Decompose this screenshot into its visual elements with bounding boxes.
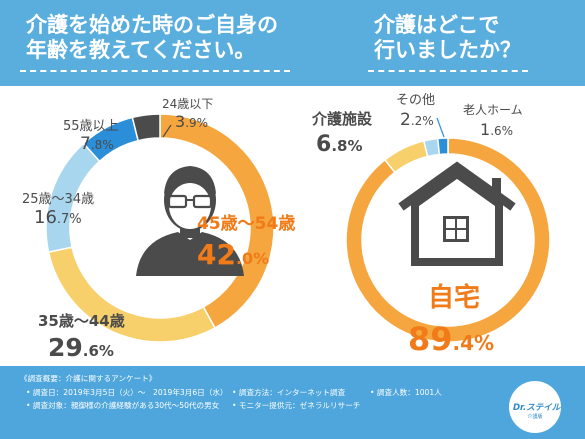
- leader-line-rojin: [436, 117, 445, 138]
- label-24-under: 24歳以下: [162, 97, 213, 111]
- location-donut-chart: [345, 137, 551, 343]
- value-rojin: 1.6%: [480, 120, 513, 139]
- survey-footer: 《調査概要：介護に関するアンケート》 • 調査日：2019年3月5日（火）〜 2…: [0, 366, 585, 439]
- logo-subtext: 介護版: [527, 414, 543, 420]
- value-45-54: 42.0%: [197, 238, 269, 271]
- label-35-44: 35歳〜44歳: [38, 312, 125, 330]
- location-slice-1: [383, 139, 429, 174]
- q2-title-underline: [368, 70, 528, 72]
- age-slice-4: [131, 113, 161, 142]
- survey-method: • 調査方法：インターネット調査: [232, 388, 346, 397]
- person-icon: [136, 166, 244, 276]
- age-donut-chart: [45, 113, 275, 343]
- value-55-over: 7.8%: [80, 134, 114, 154]
- label-jitaku: 自宅: [428, 282, 480, 313]
- logo-text: Dr.ステイル: [513, 403, 561, 413]
- label-sonota: その他: [396, 93, 435, 108]
- q1-title-underline: [20, 70, 290, 72]
- survey-title: 《調査概要：介護に関するアンケート》: [20, 374, 157, 383]
- survey-provider: • モニター提供元：ゼネラルリサーチ: [232, 401, 361, 410]
- value-shisetsu: 6.8%: [316, 132, 362, 157]
- value-jitaku: 89.4%: [408, 320, 494, 358]
- survey-date: • 調査日：2019年3月5日（火）〜 2019年3月6日（水）: [26, 388, 228, 397]
- label-45-54: 45歳〜54歳: [197, 213, 295, 234]
- label-rojin: 老人ホーム: [463, 103, 523, 117]
- q2-title: 介護はどこで 行いましたか？: [374, 13, 521, 62]
- value-sonota: 2.2%: [400, 110, 434, 130]
- label-55-over: 55歳以上: [63, 119, 119, 134]
- q1-title: 介護を始めた時のご自身の 年齢を教えてください。: [26, 13, 278, 62]
- location-slice-3: [436, 137, 449, 156]
- house-icon: [398, 161, 516, 266]
- value-24-under: 3.9%: [175, 112, 208, 131]
- survey-target: • 調査対象：親御様の介護経験がある30代〜50代の男女: [26, 401, 220, 410]
- label-shisetsu: 介護施設: [311, 110, 373, 128]
- location-slice-0: [345, 137, 551, 343]
- logo-badge: [509, 381, 561, 433]
- value-35-44: 29.6%: [48, 333, 114, 362]
- label-25-34: 25歳〜34歳: [22, 192, 94, 207]
- survey-count: • 調査人数：1001人: [370, 388, 442, 397]
- value-25-34: 16.7%: [34, 207, 82, 228]
- leader-line-24: [162, 124, 172, 138]
